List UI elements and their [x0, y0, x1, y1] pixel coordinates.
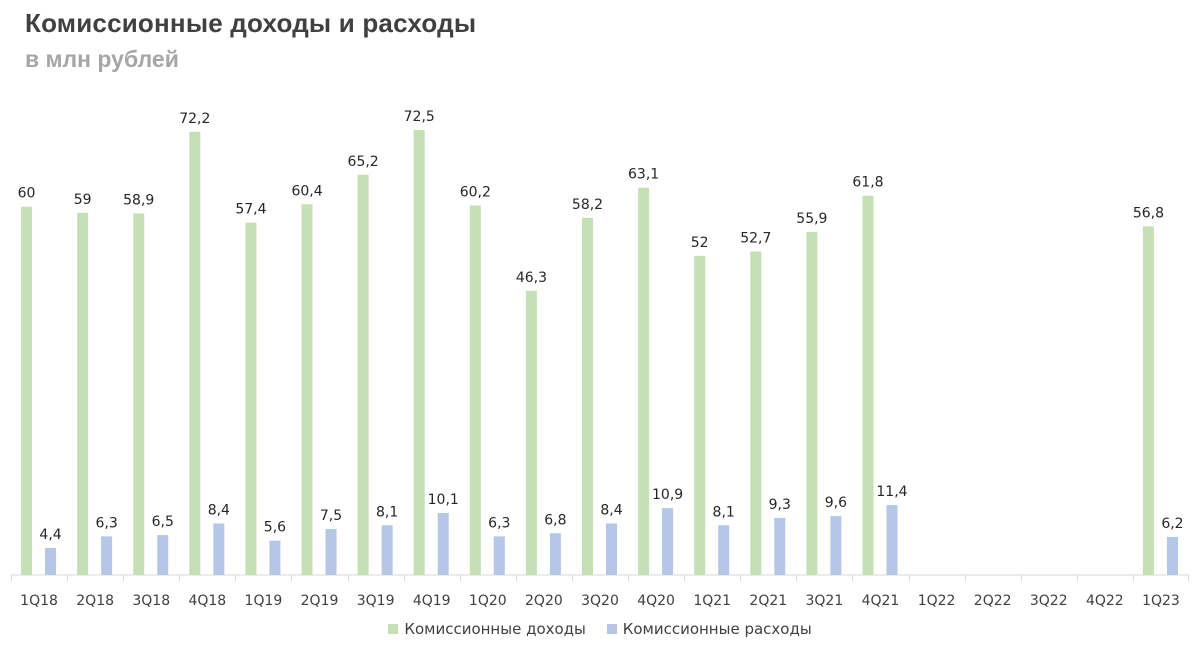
- income-data-label: 61,8: [852, 175, 883, 191]
- income-bar: [862, 195, 874, 576]
- x-tick-label: 3Q18: [132, 593, 170, 609]
- expense-bar: [157, 535, 169, 575]
- expense-bar: [549, 533, 561, 575]
- expense-bar: [493, 536, 505, 575]
- expense-bar: [101, 536, 113, 575]
- income-bar: [413, 130, 425, 575]
- expense-data-label: 8,4: [208, 502, 230, 518]
- income-bar: [582, 217, 593, 576]
- income-bar: [77, 212, 89, 576]
- x-tick-label: 3Q21: [806, 593, 844, 609]
- expense-data-label: 8,1: [713, 504, 735, 520]
- expense-bar: [381, 525, 393, 575]
- expense-bar: [662, 508, 674, 575]
- expense-data-label: 8,4: [600, 502, 622, 518]
- income-data-label: 58,9: [123, 192, 154, 208]
- expense-data-label: 10,1: [428, 492, 459, 508]
- x-tick-label: 4Q18: [188, 593, 226, 609]
- x-tick-label: 2Q19: [301, 593, 339, 609]
- expense-data-label: 4,4: [39, 527, 61, 543]
- x-tick-label: 4Q22: [1086, 593, 1124, 609]
- x-tick-label: 2Q18: [76, 593, 114, 609]
- x-tick-label: 1Q20: [469, 593, 507, 609]
- income-bar: [694, 255, 706, 576]
- x-tick-label: 4Q20: [637, 593, 675, 609]
- expense-data-label: 9,6: [825, 495, 847, 511]
- expense-data-label: 6,3: [488, 515, 510, 531]
- expense-data-label: 11,4: [876, 484, 907, 500]
- income-data-label: 55,9: [796, 211, 827, 227]
- expense-bar: [269, 540, 281, 575]
- income-bar: [469, 205, 481, 575]
- x-tick-label: 4Q19: [413, 593, 451, 609]
- expense-data-label: 6,5: [152, 514, 174, 530]
- income-bar: [301, 204, 313, 575]
- x-tick-label: 1Q21: [693, 593, 731, 609]
- income-bar: [133, 213, 145, 575]
- x-tick-label: 3Q22: [1030, 593, 1068, 609]
- income-data-label: 60: [18, 186, 36, 202]
- income-data-label: 46,3: [516, 270, 547, 286]
- legend-swatch-expense: [606, 624, 617, 634]
- income-data-label: 58,2: [572, 197, 603, 213]
- income-bar: [638, 187, 650, 576]
- expense-bar: [45, 547, 57, 575]
- income-data-label: 52: [691, 235, 709, 251]
- x-tick-label: 1Q23: [1142, 593, 1180, 609]
- income-bar: [189, 131, 201, 576]
- expense-bar: [606, 523, 617, 575]
- expense-bar: [830, 516, 842, 575]
- expense-data-label: 6,3: [96, 515, 118, 531]
- expense-data-label: 6,2: [1161, 516, 1183, 532]
- expense-bar: [437, 513, 449, 575]
- income-data-label: 72,2: [179, 111, 210, 127]
- x-tick-label: 1Q22: [918, 593, 956, 609]
- expense-data-label: 6,8: [544, 512, 566, 528]
- income-data-label: 65,2: [348, 154, 379, 170]
- legend: Комиссионные доходы Комиссионные расходы: [0, 620, 1200, 638]
- expense-bar: [718, 525, 730, 575]
- expense-bar: [325, 528, 337, 575]
- income-bar: [21, 206, 33, 576]
- x-tick-label: 3Q20: [581, 593, 619, 609]
- income-bar: [245, 222, 257, 576]
- expense-data-label: 9,3: [769, 497, 791, 513]
- income-data-label: 56,8: [1133, 205, 1164, 221]
- legend-item-expense[interactable]: Комиссионные расходы: [606, 620, 812, 638]
- expense-data-label: 10,9: [652, 487, 683, 503]
- income-bar: [525, 290, 537, 575]
- income-bar: [750, 251, 762, 575]
- income-bar: [806, 231, 818, 575]
- income-bar: [1142, 226, 1154, 575]
- legend-item-income[interactable]: Комиссионные доходы: [388, 620, 586, 638]
- expense-bar: [886, 505, 898, 575]
- x-tick-label: 2Q22: [974, 593, 1012, 609]
- x-tick-label: 1Q18: [20, 593, 58, 609]
- legend-swatch-income: [388, 624, 399, 634]
- x-tick-label: 2Q20: [525, 593, 563, 609]
- income-data-label: 63,1: [628, 167, 659, 183]
- expense-bar: [774, 517, 786, 575]
- expense-data-label: 5,6: [264, 520, 286, 536]
- income-data-label: 72,5: [404, 109, 435, 125]
- x-tick-label: 2Q21: [749, 593, 787, 609]
- legend-label-income: Комиссионные доходы: [404, 620, 586, 638]
- expense-data-label: 7,5: [320, 508, 342, 524]
- expense-bar: [213, 523, 225, 575]
- legend-label-expense: Комиссионные расходы: [622, 620, 812, 638]
- income-data-label: 60,2: [460, 184, 491, 200]
- x-tick-label: 3Q19: [357, 593, 395, 609]
- x-tick-label: 1Q19: [245, 593, 283, 609]
- expense-bar: [1166, 536, 1178, 575]
- income-data-label: 59: [74, 192, 92, 208]
- income-bar: [357, 174, 369, 576]
- income-data-label: 60,4: [291, 183, 322, 199]
- chart-title: Комиссионные доходы и расходы: [25, 8, 477, 38]
- chart-subtitle: в млн рублей: [25, 46, 179, 72]
- expense-data-label: 8,1: [376, 504, 398, 520]
- income-data-label: 52,7: [740, 231, 771, 247]
- income-data-label: 57,4: [235, 202, 266, 218]
- x-tick-label: 4Q21: [862, 593, 900, 609]
